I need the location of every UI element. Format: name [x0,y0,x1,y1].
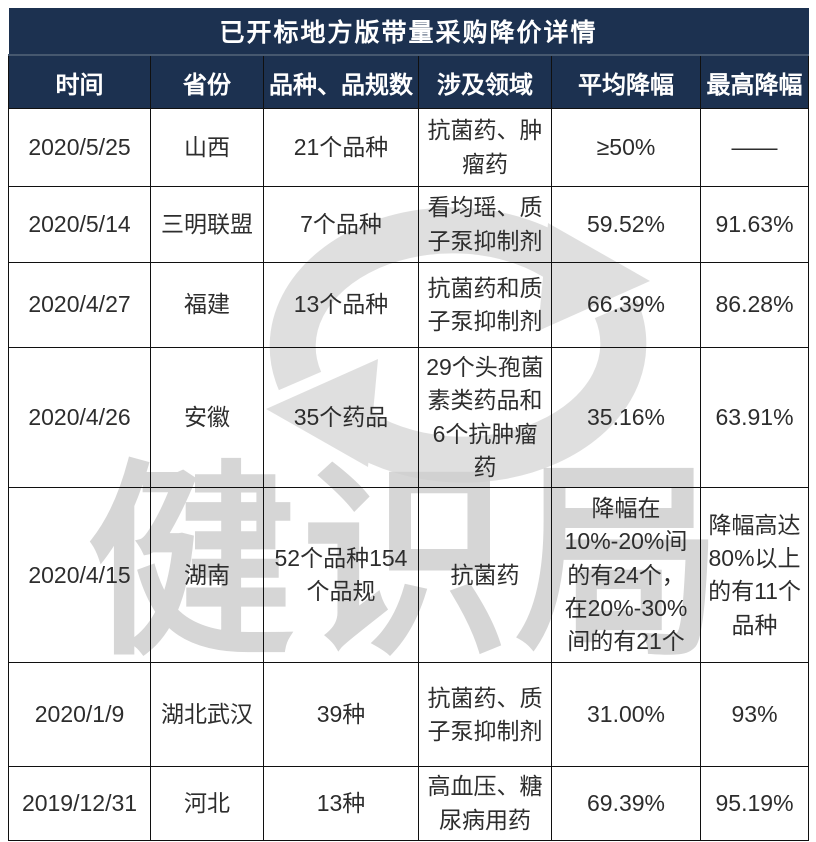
cell-average-reduction: 降幅在10%-20%间的有24个，在20%-30%间的有21个 [551,487,701,664]
cell-average-reduction: 59.52% [551,186,701,263]
cell-province: 安徽 [150,346,264,489]
table-row-shanxi: 2020/5/25 山西 21个品种 抗菌药、肿瘤药 ≥50% —— [8,108,810,187]
cell-average-reduction: 35.16% [551,346,701,489]
cell-max-reduction: 91.63% [699,186,810,263]
cell-field: 29个头孢菌素类药品和6个抗肿瘤药 [418,346,552,489]
cell-average-reduction: ≥50% [551,108,701,187]
cell-province: 河北 [150,766,264,842]
cell-date: 2019/12/31 [8,766,151,842]
cell-field: 抗菌药、质子泵抑制剂 [418,662,552,768]
table-row-hunan: 2020/4/15 湖南 52个品种154个品规 抗菌药 降幅在10%-20%间… [8,487,810,664]
cell-province: 福建 [150,262,264,348]
cell-date: 2020/4/26 [8,346,151,489]
cell-field: 抗菌药、肿瘤药 [418,108,552,187]
cell-max-reduction: 86.28% [699,262,810,348]
column-header-variety-count: 品种、品规数 [263,55,419,109]
cell-max-reduction: —— [699,108,810,187]
column-header-province: 省份 [150,55,264,109]
cell-average-reduction: 31.00% [551,662,701,768]
cell-variety-count: 35个药品 [263,346,419,489]
table-row-fujian: 2020/4/27 福建 13个品种 抗菌药和质子泵抑制剂 66.39% 86.… [8,262,810,348]
column-header-time: 时间 [8,55,151,109]
cell-variety-count: 7个品种 [263,186,419,263]
cell-province: 山西 [150,108,264,187]
column-header-field: 涉及领域 [418,55,552,109]
cell-date: 2020/4/15 [8,487,151,664]
column-header-average-reduction: 平均降幅 [551,55,701,109]
cell-date: 2020/5/25 [8,108,151,187]
cell-province: 湖南 [150,487,264,664]
cell-date: 2020/4/27 [8,262,151,348]
table-row-anhui: 2020/4/26 安徽 35个药品 29个头孢菌素类药品和6个抗肿瘤药 35.… [8,346,810,489]
column-header-max-reduction: 最高降幅 [699,55,810,109]
table-row-hebei: 2019/12/31 河北 13种 高血压、糖尿病用药 69.39% 95.19… [8,766,810,842]
cell-field: 高血压、糖尿病用药 [418,766,552,842]
cell-field: 抗菌药和质子泵抑制剂 [418,262,552,348]
table-title: 已开标地方版带量采购降价详情 [8,8,809,56]
table-row-hubei-wuhan: 2020/1/9 湖北武汉 39种 抗菌药、质子泵抑制剂 31.00% 93% [8,662,810,768]
cell-date: 2020/5/14 [8,186,151,263]
cell-field: 抗菌药 [418,487,552,664]
cell-variety-count: 13种 [263,766,419,842]
table-header-row: 时间 省份 品种、品规数 涉及领域 平均降幅 最高降幅 [8,55,810,109]
cell-variety-count: 13个品种 [263,262,419,348]
cell-max-reduction: 63.91% [699,346,810,489]
cell-province: 湖北武汉 [150,662,264,768]
cell-variety-count: 52个品种154个品规 [263,487,419,664]
cell-average-reduction: 69.39% [551,766,701,842]
cell-variety-count: 21个品种 [263,108,419,187]
cell-province: 三明联盟 [150,186,264,263]
cell-average-reduction: 66.39% [551,262,701,348]
table-row-sanming: 2020/5/14 三明联盟 7个品种 看均瑶、质子泵抑制剂 59.52% 91… [8,186,810,263]
cell-max-reduction: 95.19% [699,766,810,842]
procurement-price-table: 已开标地方版带量采购降价详情 时间 省份 品种、品规数 涉及领域 平均降幅 最高… [8,8,810,842]
table-title-bar: 已开标地方版带量采购降价详情 [8,8,809,56]
cell-date: 2020/1/9 [8,662,151,768]
cell-max-reduction: 降幅高达80%以上的有11个品种 [699,487,810,664]
cell-max-reduction: 93% [699,662,810,768]
cell-field: 看均瑶、质子泵抑制剂 [418,186,552,263]
cell-variety-count: 39种 [263,662,419,768]
